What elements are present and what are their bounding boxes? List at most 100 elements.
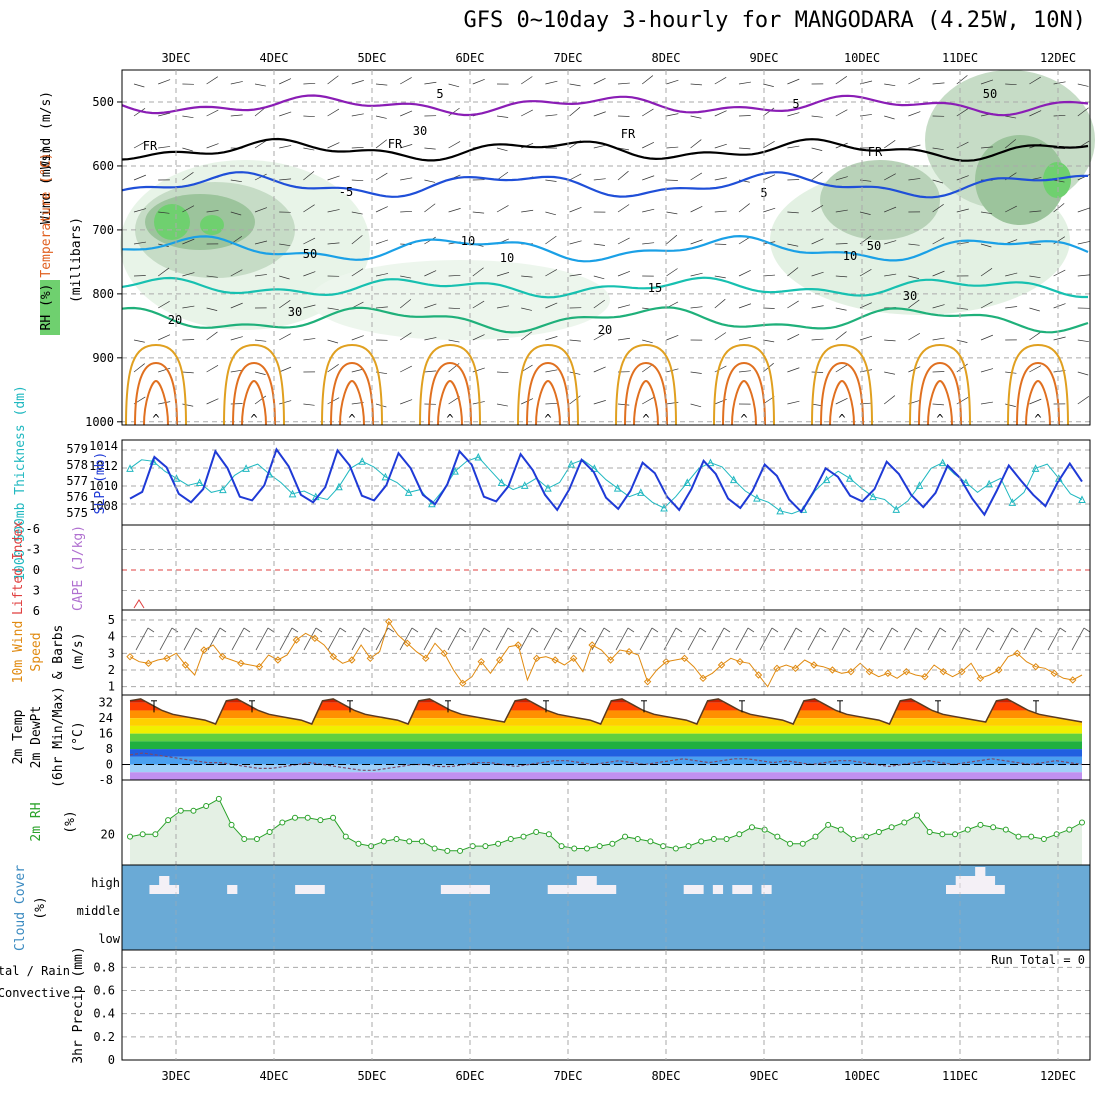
panel-frame-slp <box>121 439 1091 526</box>
wind-barb <box>182 172 194 181</box>
temperature-contour-warm <box>615 343 677 426</box>
temperature-contour-warm <box>731 379 757 426</box>
wind-barb-10m <box>339 627 347 633</box>
temp-band <box>130 725 1082 734</box>
wind-barb <box>666 113 679 117</box>
wind-barb <box>303 147 315 151</box>
y-axis-label-minmax: (6hr Min/Max) <box>51 686 66 788</box>
wind-speed-marker <box>311 634 319 643</box>
wind-barb-10m <box>243 627 251 633</box>
wind-barb <box>496 403 508 407</box>
thickness-marker <box>219 485 227 494</box>
thickness-marker <box>567 459 575 468</box>
contour-peak-marker: ^ <box>740 412 747 426</box>
y-axis-label-rain: Total / Rain <box>0 964 70 978</box>
wind-barb-10m <box>387 627 395 633</box>
rh-marker <box>825 821 832 828</box>
rh-marker <box>698 838 705 845</box>
cloud-bar <box>440 885 452 894</box>
wind-barb <box>521 307 532 311</box>
thickness-marker <box>938 458 947 467</box>
contour-peak-marker: ^ <box>936 412 943 426</box>
rh-marker <box>406 838 413 845</box>
top-x-tick-label: 7DEC <box>554 51 583 65</box>
wind-barb <box>787 400 800 405</box>
wind-barb <box>327 364 339 373</box>
wind-barb <box>932 147 944 151</box>
rh-marker <box>482 843 489 850</box>
rh-marker <box>710 836 717 843</box>
wind-speed-marker <box>717 661 726 669</box>
wind-barb <box>787 211 799 214</box>
contour-peak-marker: ^ <box>446 412 453 426</box>
wind-barb <box>738 336 752 341</box>
wind-barb <box>424 370 437 373</box>
y-tick-label-slp: 1014 <box>89 439 118 453</box>
rh-marker <box>609 840 616 847</box>
rh-marker <box>177 807 184 814</box>
wind-barb-10m <box>291 627 299 633</box>
wind-barb <box>617 115 630 117</box>
wind-barb <box>182 305 195 309</box>
wind-barb <box>545 179 557 182</box>
contour-label: 50 <box>983 87 997 101</box>
rh-legend-swatch <box>40 280 60 335</box>
rh-shade-region <box>200 215 224 235</box>
wind-speed-marker <box>606 656 615 664</box>
cloud-bar <box>159 876 170 894</box>
cloud-bar <box>470 885 481 894</box>
rh-marker <box>736 831 743 838</box>
wind-barb <box>1005 83 1017 86</box>
wind-barb <box>279 300 291 309</box>
contour-label: 10 <box>843 249 857 263</box>
wind-barb <box>1005 115 1017 119</box>
wind-barb-10m <box>831 627 845 651</box>
y-axis-label-thickness: 1000-500mb Thickness (dm) <box>13 385 28 581</box>
rh-marker <box>748 824 755 831</box>
wind-barb <box>956 141 969 149</box>
wind-barb-10m <box>927 627 941 651</box>
wind-barb <box>908 77 921 85</box>
wind-barb <box>593 400 606 405</box>
wind-barb <box>279 333 291 341</box>
wind-barb <box>133 339 145 343</box>
wind-barb <box>279 400 292 405</box>
wind-barb <box>400 144 413 149</box>
wind-barb <box>1005 306 1018 309</box>
wind-barb <box>1077 241 1090 245</box>
wind-barb-10m <box>411 627 419 633</box>
wind-barb <box>1053 179 1065 183</box>
temperature-contour-warm <box>330 361 374 426</box>
temperature-contour-warm <box>223 343 285 426</box>
rh-marker <box>647 838 654 845</box>
y-tick-label: 0.6 <box>93 984 115 998</box>
wind-barb <box>351 268 364 277</box>
wind-barb <box>956 175 969 181</box>
wind-barb <box>690 115 702 119</box>
wind-speed-marker <box>200 646 208 654</box>
wind-barb <box>1004 139 1017 149</box>
y-tick-label: 6 <box>33 604 40 618</box>
wind-barb <box>375 206 388 213</box>
wind-barb <box>279 243 291 247</box>
wind-barb <box>811 115 823 118</box>
y-tick-label-slp: 1008 <box>89 499 118 513</box>
wind-barb <box>303 82 316 85</box>
wind-barb <box>666 234 678 245</box>
wind-barb-10m <box>603 627 611 633</box>
contour-peak-marker: ^ <box>838 412 845 426</box>
wind-barb <box>545 235 557 245</box>
wind-barb <box>859 335 873 341</box>
wind-barb <box>835 176 848 181</box>
bottom-x-tick-label: 7DEC <box>554 1069 583 1083</box>
y-tick-label: high <box>91 876 120 890</box>
wind-barb <box>738 269 751 277</box>
wind-barb <box>835 307 847 311</box>
rh-marker <box>139 831 146 838</box>
wind-speed-marker <box>144 659 153 668</box>
rh-threshold <box>122 820 1090 821</box>
wind-barb <box>980 334 993 341</box>
wind-barb <box>182 371 194 374</box>
wind-barb <box>1053 303 1066 309</box>
wind-barb <box>787 78 800 85</box>
